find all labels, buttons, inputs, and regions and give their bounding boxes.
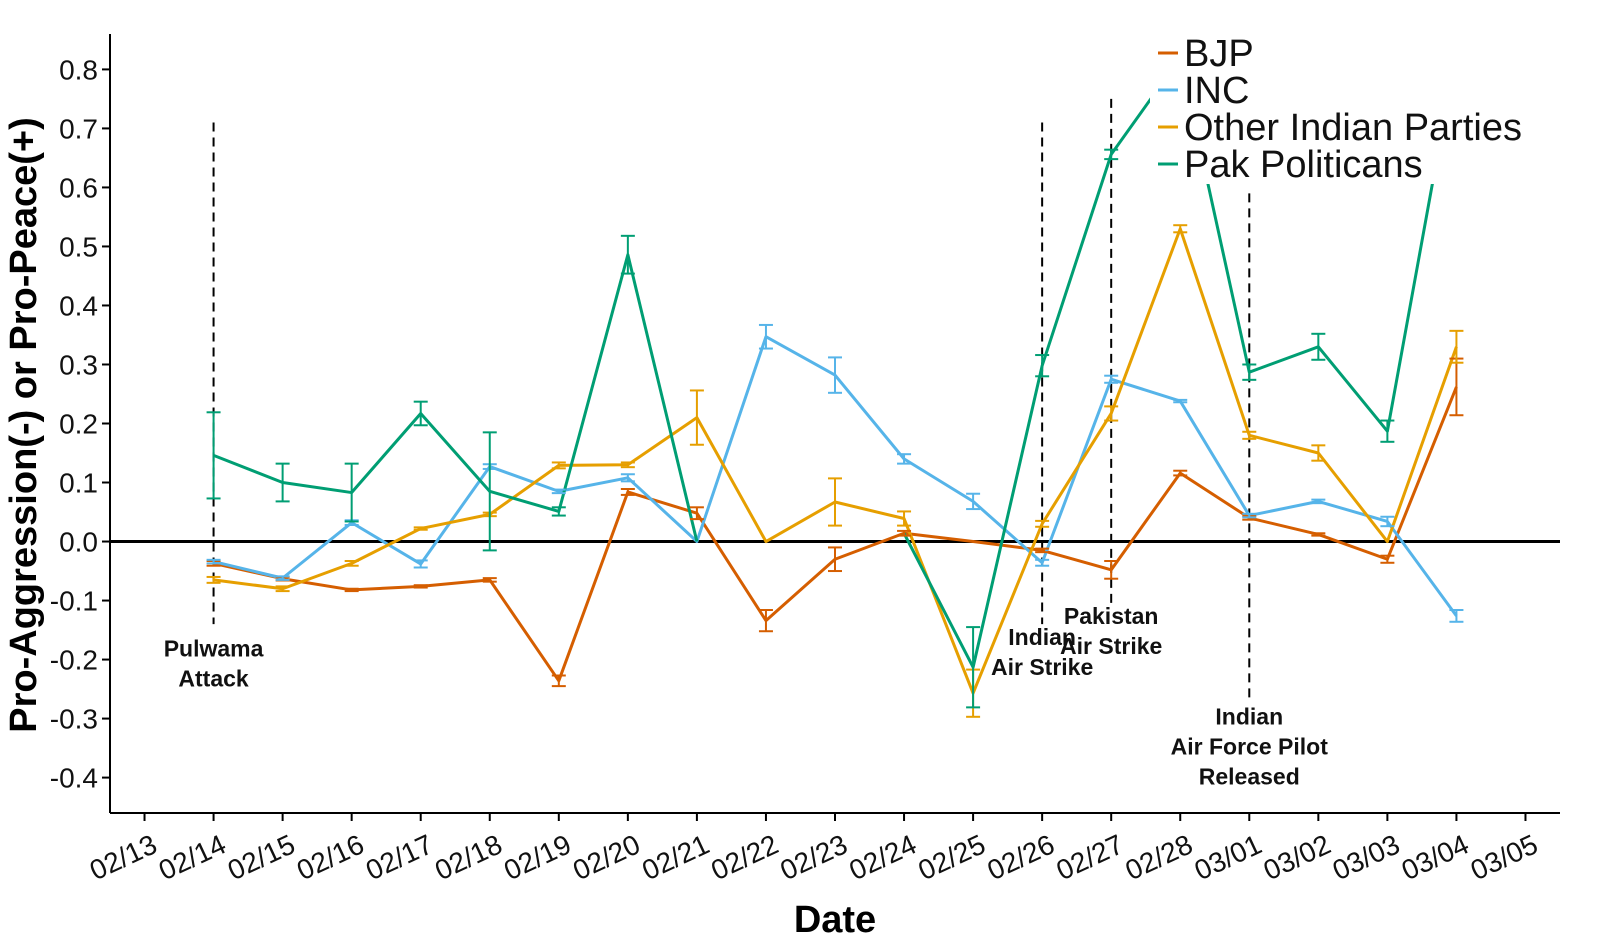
event-label: Air Strike (991, 654, 1093, 680)
y-tick-label: 0.7 (59, 113, 98, 144)
legend-label: INC (1184, 70, 1249, 112)
event-label: Pakistan (1064, 603, 1159, 629)
legend-background (1150, 36, 1545, 184)
event-label: Attack (178, 666, 249, 692)
error-bars (206, 148, 1464, 718)
event-label: Air Force Pilot (1171, 733, 1329, 759)
y-tick-label: 0.2 (59, 409, 98, 440)
legend-label: BJP (1184, 33, 1254, 75)
event-label: Pulwama (164, 636, 264, 662)
y-tick-label: -0.1 (50, 586, 98, 617)
y-tick-label: 0.6 (59, 172, 98, 203)
y-tick-label: 0.1 (59, 468, 98, 499)
y-tick-label: 0.4 (59, 290, 98, 321)
legend-label: Other Indian Parties (1184, 107, 1522, 149)
y-tick-label: -0.3 (50, 704, 98, 735)
y-tick-label: 0.8 (59, 54, 98, 85)
series-line-pak-politicans (213, 253, 699, 542)
y-tick-label: 0.0 (59, 527, 98, 558)
y-axis-title: Pro-Aggression(-) or Pro-Peace(+) (3, 117, 45, 733)
y-tick-label: 0.3 (59, 349, 98, 380)
event-label: Indian (1215, 703, 1283, 729)
y-tick-label: 0.5 (59, 231, 98, 262)
x-axis-title: Date (794, 899, 876, 941)
y-tick-label: -0.2 (50, 645, 98, 676)
event-label: Released (1199, 763, 1300, 789)
event-label: Indian (1008, 624, 1076, 650)
y-tick-label: -0.4 (50, 763, 98, 794)
legend-label: Pak Politicans (1184, 144, 1423, 186)
event-label: Air Strike (1060, 633, 1162, 659)
